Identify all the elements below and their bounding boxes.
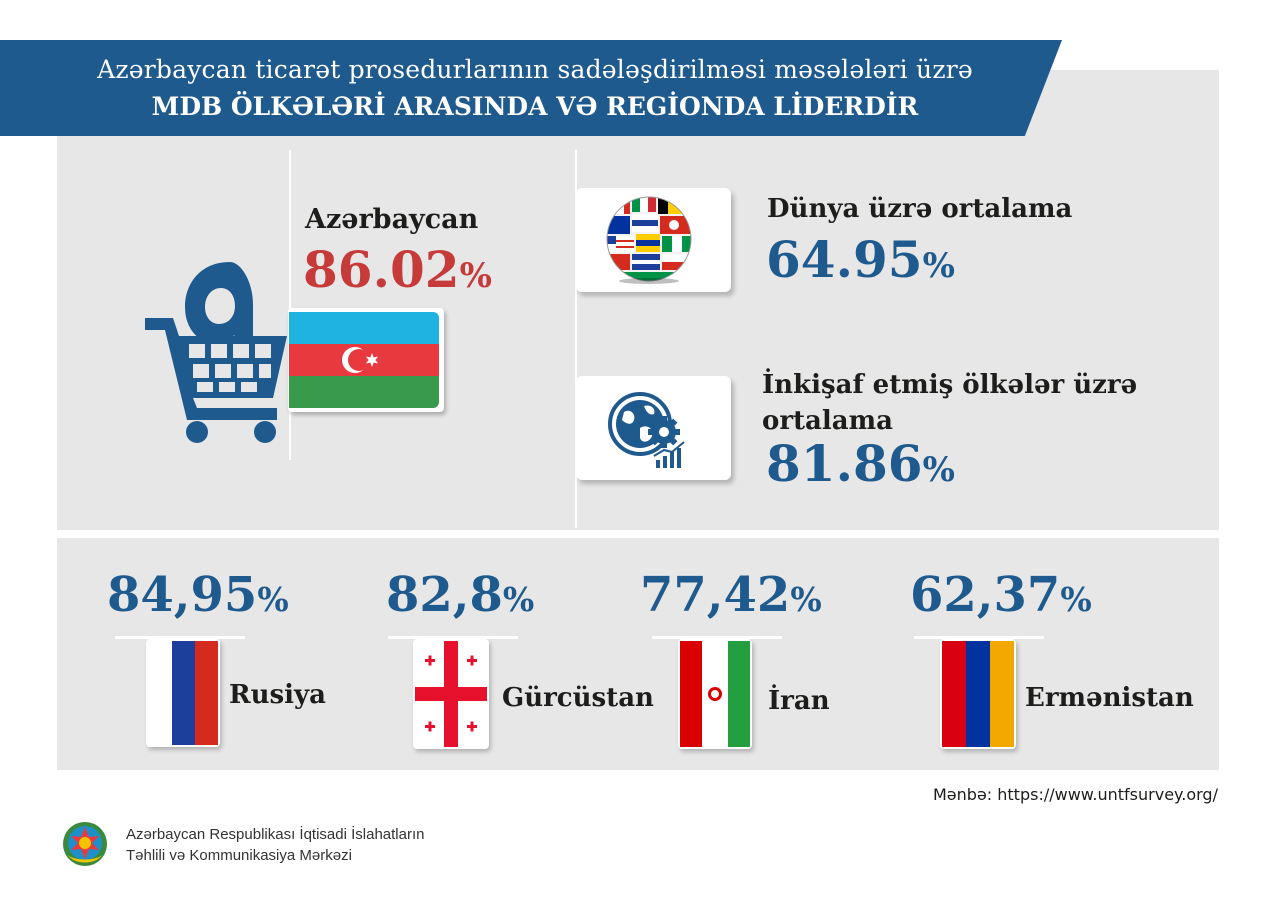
russia-name: Rusiya <box>229 680 326 710</box>
world-average-percentage: 64.95% <box>766 230 955 289</box>
header-subtitle: Azərbaycan ticarət prosedurlarının sadəl… <box>97 55 973 84</box>
georgia-name: Gürcüstan <box>502 683 654 713</box>
globe-flags-icon <box>606 196 692 284</box>
divider-left <box>289 150 291 460</box>
armenia-flag <box>940 639 1016 749</box>
iran-percentage: 77,42% <box>640 567 822 623</box>
armenia-tab-line <box>914 636 1044 639</box>
developed-average-label: İnkişaf etmiş ölkələr üzrə ortalama <box>762 370 1138 436</box>
russia-unit: % <box>257 580 289 619</box>
azerbaijan-value: 86.02 <box>303 240 460 299</box>
developed-average-unit: % <box>922 450 955 490</box>
iran-name: İran <box>768 686 830 716</box>
azerbaijan-emblem-icon <box>63 822 107 866</box>
shopping-cart-at-icon <box>145 262 287 443</box>
developed-average-card <box>576 376 731 480</box>
azerbaijan-unit: % <box>459 256 492 296</box>
armenia-name: Ermənistan <box>1025 683 1194 713</box>
iran-tab-line <box>652 636 782 639</box>
world-average-card <box>576 188 731 292</box>
azerbaijan-percentage: 86.02% <box>303 240 492 299</box>
globe-gear-chart-icon <box>608 392 685 468</box>
world-average-label: Dünya üzrə ortalama <box>767 194 1073 224</box>
armenia-unit: % <box>1060 580 1092 619</box>
georgia-unit: % <box>502 580 535 619</box>
russia-flag <box>146 639 220 747</box>
world-average-unit: % <box>922 246 955 286</box>
crescent-star-icon <box>342 347 379 373</box>
azerbaijan-name: Azərbaycan <box>305 204 479 235</box>
iran-value: 77,42 <box>640 567 791 623</box>
russia-value: 84,95 <box>107 567 258 623</box>
bottom-panel <box>57 538 1219 770</box>
organization-name-line1: Azərbaycan Respublikası İqtisadi İslahat… <box>126 826 425 843</box>
azerbaijan-flag <box>289 312 439 408</box>
iran-flag <box>678 639 752 749</box>
armenia-percentage: 62,37% <box>910 567 1092 623</box>
header-title: MDB ÖLKƏLƏRİ ARASINDA VƏ REGİONDA LİDERD… <box>151 92 919 121</box>
russia-percentage: 84,95% <box>107 567 289 623</box>
divider-right <box>575 150 577 528</box>
iran-unit: % <box>790 580 822 619</box>
world-average-value: 64.95 <box>766 230 923 289</box>
organization-name-line2: Təhlili və Kommunikasiya Mərkəzi <box>126 847 352 864</box>
source-link: Mənbə: https://www.untfsurvey.org/ <box>933 785 1218 804</box>
georgia-value: 82,8 <box>386 567 503 623</box>
developed-average-value: 81.86 <box>766 434 923 493</box>
georgia-tab-line <box>388 636 518 639</box>
armenia-value: 62,37 <box>910 567 1061 623</box>
developed-average-percentage: 81.86% <box>766 434 955 493</box>
georgia-flag <box>413 639 489 749</box>
russia-tab-line <box>115 636 245 639</box>
georgia-percentage: 82,8% <box>386 567 534 623</box>
header-banner <box>0 40 1062 136</box>
georgia-cross-icon <box>415 641 487 747</box>
